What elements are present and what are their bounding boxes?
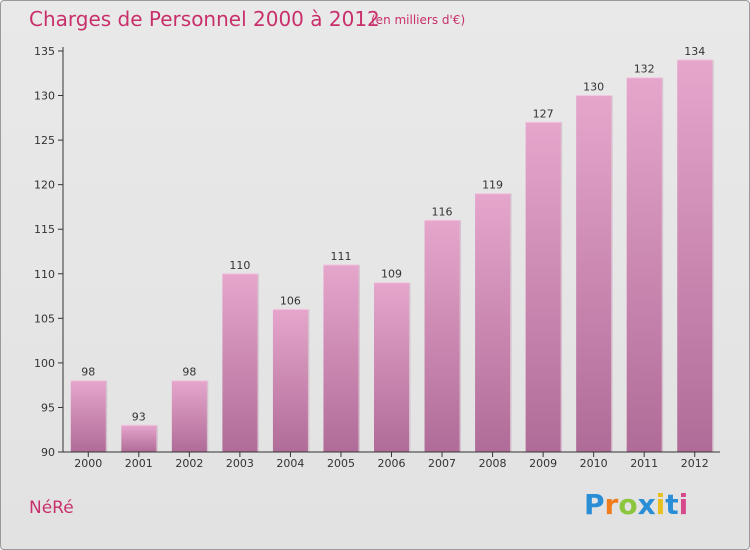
- data-label: 132: [634, 63, 655, 76]
- x-tick-label: 2007: [428, 457, 456, 470]
- x-tick-label: 2009: [529, 457, 557, 470]
- bar-2007: [424, 220, 460, 452]
- y-tick-label: 95: [41, 401, 55, 414]
- y-tick-label: 135: [34, 45, 55, 58]
- data-label: 111: [330, 250, 351, 263]
- x-tick-label: 2004: [276, 457, 304, 470]
- bar-2009: [525, 122, 561, 453]
- y-tick-label: 110: [34, 268, 55, 281]
- logo-letter: i: [655, 488, 666, 521]
- data-label: 106: [280, 294, 301, 307]
- chart-subtitle: (en milliers d'€): [371, 13, 466, 27]
- data-label: 98: [81, 366, 95, 379]
- place-name: NéRé: [29, 498, 74, 518]
- data-label: 119: [482, 179, 503, 192]
- x-tick-label: 2002: [175, 457, 203, 470]
- bar-2006: [374, 282, 409, 452]
- data-label: 109: [381, 268, 402, 281]
- data-label: 127: [533, 107, 554, 120]
- data-label: 130: [583, 81, 604, 94]
- data-label: 98: [182, 366, 196, 379]
- bar-2000: [70, 380, 106, 452]
- bar-2011: [626, 77, 662, 452]
- y-tick-label: 115: [34, 223, 55, 236]
- data-label: 116: [432, 205, 453, 218]
- x-tick-label: 2011: [630, 457, 658, 470]
- bar-2001: [121, 425, 157, 452]
- y-tick-label: 125: [34, 134, 55, 147]
- x-tick-label: 2012: [681, 457, 709, 470]
- bar-2008: [475, 193, 511, 453]
- logo-letter: r: [604, 488, 619, 521]
- y-tick-label: 90: [41, 446, 55, 459]
- x-tick-label: 2010: [580, 457, 608, 470]
- bar-2005: [323, 264, 359, 452]
- y-tick-label: 100: [34, 357, 55, 370]
- x-tick-label: 2001: [125, 457, 153, 470]
- logo-letter: x: [637, 488, 656, 521]
- logo-letter: P: [584, 488, 605, 521]
- x-tick-label: 2008: [479, 457, 507, 470]
- bar-2012: [677, 59, 713, 453]
- data-label: 134: [684, 45, 705, 58]
- y-tick-label: 105: [34, 312, 55, 325]
- logo-letter: i: [678, 488, 689, 521]
- data-label: 93: [132, 410, 146, 423]
- logo-letter: t: [665, 488, 679, 521]
- bars-group: 98 93 98 110 106 111 109 116 119 127 130 132 134: [70, 45, 714, 453]
- bar-2004: [272, 309, 308, 452]
- bar-2010: [576, 95, 612, 453]
- chart-title: Charges de Personnel 2000 à 2012: [29, 7, 380, 31]
- y-tick-label: 130: [34, 90, 55, 103]
- bar-2002: [171, 380, 207, 452]
- x-tick-label: 2005: [327, 457, 355, 470]
- bar-2003: [222, 273, 258, 452]
- x-tick-label: 2006: [378, 457, 406, 470]
- y-tick-label: 120: [34, 179, 55, 192]
- proxiti-logo[interactable]: Proxiti: [584, 488, 688, 521]
- axes-group: 90 95 100 105 110 115 120 125 130 135 2000 2001 2002…: [34, 45, 720, 470]
- x-tick-label: 2000: [74, 457, 102, 470]
- data-label: 110: [229, 259, 250, 272]
- logo-letter: o: [618, 488, 638, 521]
- x-tick-label: 2003: [226, 457, 254, 470]
